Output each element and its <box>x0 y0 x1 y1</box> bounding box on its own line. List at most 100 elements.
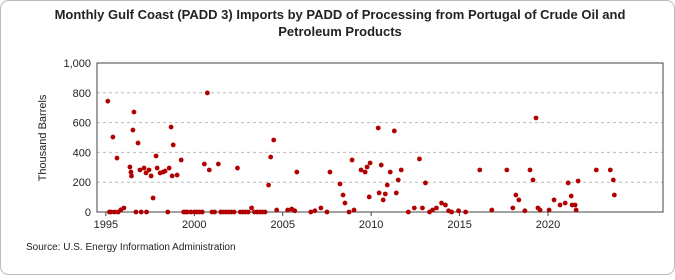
data-point <box>312 208 318 214</box>
data-point <box>135 140 141 146</box>
data-point <box>423 180 428 186</box>
data-point <box>449 209 455 215</box>
data-point <box>112 209 118 215</box>
data-point <box>262 209 268 215</box>
data-point <box>327 169 333 175</box>
data-point <box>231 209 237 215</box>
data-point <box>342 200 348 206</box>
data-point <box>105 98 111 104</box>
data-point <box>530 177 536 183</box>
data-point <box>271 137 277 143</box>
data-point <box>610 177 616 183</box>
data-point <box>572 202 578 208</box>
data-point <box>349 157 355 163</box>
data-point <box>206 167 212 173</box>
x-tick-label: 2000 <box>182 219 206 231</box>
data-point <box>611 192 617 198</box>
data-point <box>551 197 557 203</box>
data-point <box>184 209 190 215</box>
y-axis-label: Thousand Barrels <box>37 94 49 181</box>
y-tick-label: 0 <box>85 207 91 219</box>
data-point <box>285 207 291 213</box>
data-point <box>128 169 134 175</box>
data-point <box>337 181 343 187</box>
source: Source: U.S. Energy Information Administ… <box>26 242 236 253</box>
y-tick-label: 400 <box>73 147 91 159</box>
data-point <box>235 165 240 171</box>
data-point <box>358 167 364 173</box>
data-point <box>362 169 368 175</box>
data-point <box>165 209 171 215</box>
data-point <box>346 209 352 215</box>
data-point <box>143 170 149 176</box>
data-point <box>522 208 528 214</box>
data-point <box>188 209 194 215</box>
x-tick-label: 1995 <box>94 219 118 231</box>
data-point <box>398 167 404 173</box>
data-point <box>308 209 314 215</box>
data-point <box>573 207 579 213</box>
data-point <box>130 127 136 133</box>
data-point <box>127 164 133 170</box>
data-point <box>411 205 417 211</box>
data-point <box>527 167 533 173</box>
data-point <box>384 182 390 188</box>
data-point <box>131 109 137 115</box>
data-point <box>166 165 172 171</box>
data-point <box>108 209 114 215</box>
data-point <box>439 200 444 206</box>
data-point <box>294 169 300 175</box>
data-point <box>405 209 411 215</box>
data-point <box>154 165 160 171</box>
data-point <box>146 167 152 173</box>
plot-border <box>96 62 664 213</box>
data-point <box>417 156 422 162</box>
data-point <box>274 207 280 213</box>
data-point <box>382 191 388 197</box>
y-tick-label: 800 <box>73 88 91 100</box>
data-point <box>148 173 154 179</box>
data-point <box>378 162 384 168</box>
data-point <box>324 209 330 215</box>
data-point <box>249 205 254 211</box>
data-point <box>121 205 127 211</box>
x-tick-label: 2020 <box>536 219 560 231</box>
data-point <box>138 209 144 215</box>
data-point <box>170 142 176 148</box>
data-point <box>292 208 298 214</box>
data-point <box>393 190 399 196</box>
data-point <box>593 167 599 173</box>
data-point <box>510 205 516 211</box>
data-point <box>557 202 563 208</box>
data-point <box>318 205 324 211</box>
data-point <box>215 161 221 167</box>
data-point <box>364 164 370 170</box>
data-point <box>367 160 373 166</box>
data-point <box>199 209 205 215</box>
data-point <box>443 202 448 208</box>
x-tick-label: 2015 <box>447 219 471 231</box>
data-point <box>430 207 435 213</box>
data-point <box>391 128 397 134</box>
data-point <box>575 178 581 184</box>
data-point <box>456 208 461 214</box>
y-tick-label: 200 <box>73 177 91 189</box>
chart-title: Monthly Gulf Coast (PADD 3) Imports by P… <box>55 7 626 22</box>
data-point <box>162 168 168 174</box>
y-tick-label: 1,000 <box>63 58 91 70</box>
data-point <box>212 209 218 215</box>
data-point <box>477 167 483 173</box>
data-point <box>387 169 393 175</box>
data-point <box>268 154 274 160</box>
data-point <box>351 207 357 213</box>
data-point <box>204 90 210 96</box>
data-point <box>420 205 425 211</box>
data-point <box>129 173 134 179</box>
data-point <box>562 200 568 206</box>
data-point <box>607 167 613 173</box>
data-point <box>513 192 519 198</box>
data-point <box>178 157 184 163</box>
data-point <box>115 209 121 215</box>
